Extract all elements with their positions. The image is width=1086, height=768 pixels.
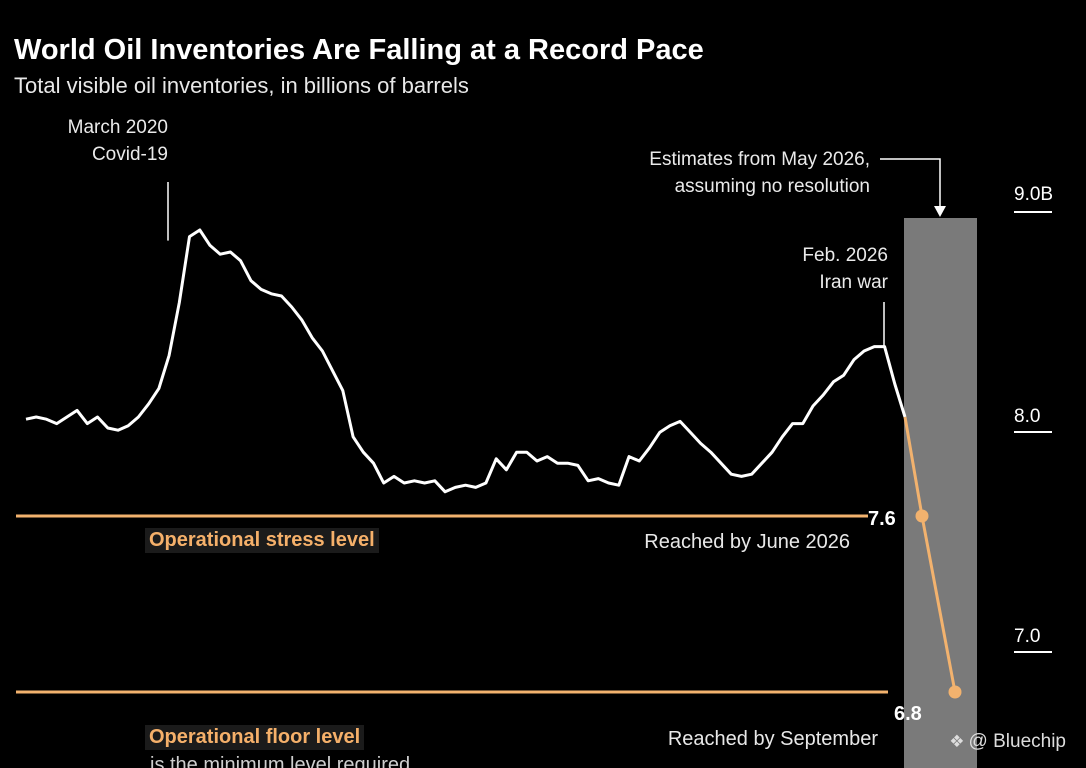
annotation-estimates-leader [880,158,941,214]
estimate-point-1 [915,509,929,523]
annotation-iran-war: Feb. 2026 Iran war [802,242,888,296]
annotation-estimates: Estimates from May 2026, assuming no res… [649,146,870,200]
stress-level-note: Reached by June 2026 [644,531,850,553]
stress-level-value: 7.6 [868,508,896,530]
annotation-estimates-arrowhead [934,206,946,217]
watermark: ❖ @ Bluechip [949,731,1066,753]
annotation-estimates-line-1: Estimates from May 2026, [649,149,870,170]
ytick-label-7: 7.0 [1014,626,1041,647]
stress-level-label: Operational stress level [145,528,379,553]
ytick-label-8: 8.0 [1014,406,1041,427]
ytick-label-9: 9.0B [1014,184,1054,205]
estimate-point-2 [948,685,962,699]
annotation-covid-line-1: March 2020 [67,117,168,138]
annotation-estimates-line-2: assuming no resolution [674,176,870,197]
annotation-iran-war-line-2: Iran war [819,272,888,293]
annotation-iran-war-line-1: Feb. 2026 [802,245,888,266]
annotation-covid-line-2: Covid-19 [91,144,168,165]
floor-level-label: Operational floor level [145,725,365,750]
floor-level-note: Reached by September [667,728,878,750]
binance-diamond-icon: ❖ [949,732,965,751]
floor-level-description: is the minimum level required [150,754,411,768]
estimate-band [904,218,977,768]
history-line [25,228,907,494]
chart-subtitle: Total visible oil inventories, in billio… [14,73,469,98]
annotation-covid: March 2020 Covid-19 [68,114,168,168]
watermark-text: @ Bluechip [968,731,1066,752]
floor-level-value: 6.8 [894,703,922,725]
chart-title: World Oil Inventories Are Falling at a R… [14,34,704,66]
